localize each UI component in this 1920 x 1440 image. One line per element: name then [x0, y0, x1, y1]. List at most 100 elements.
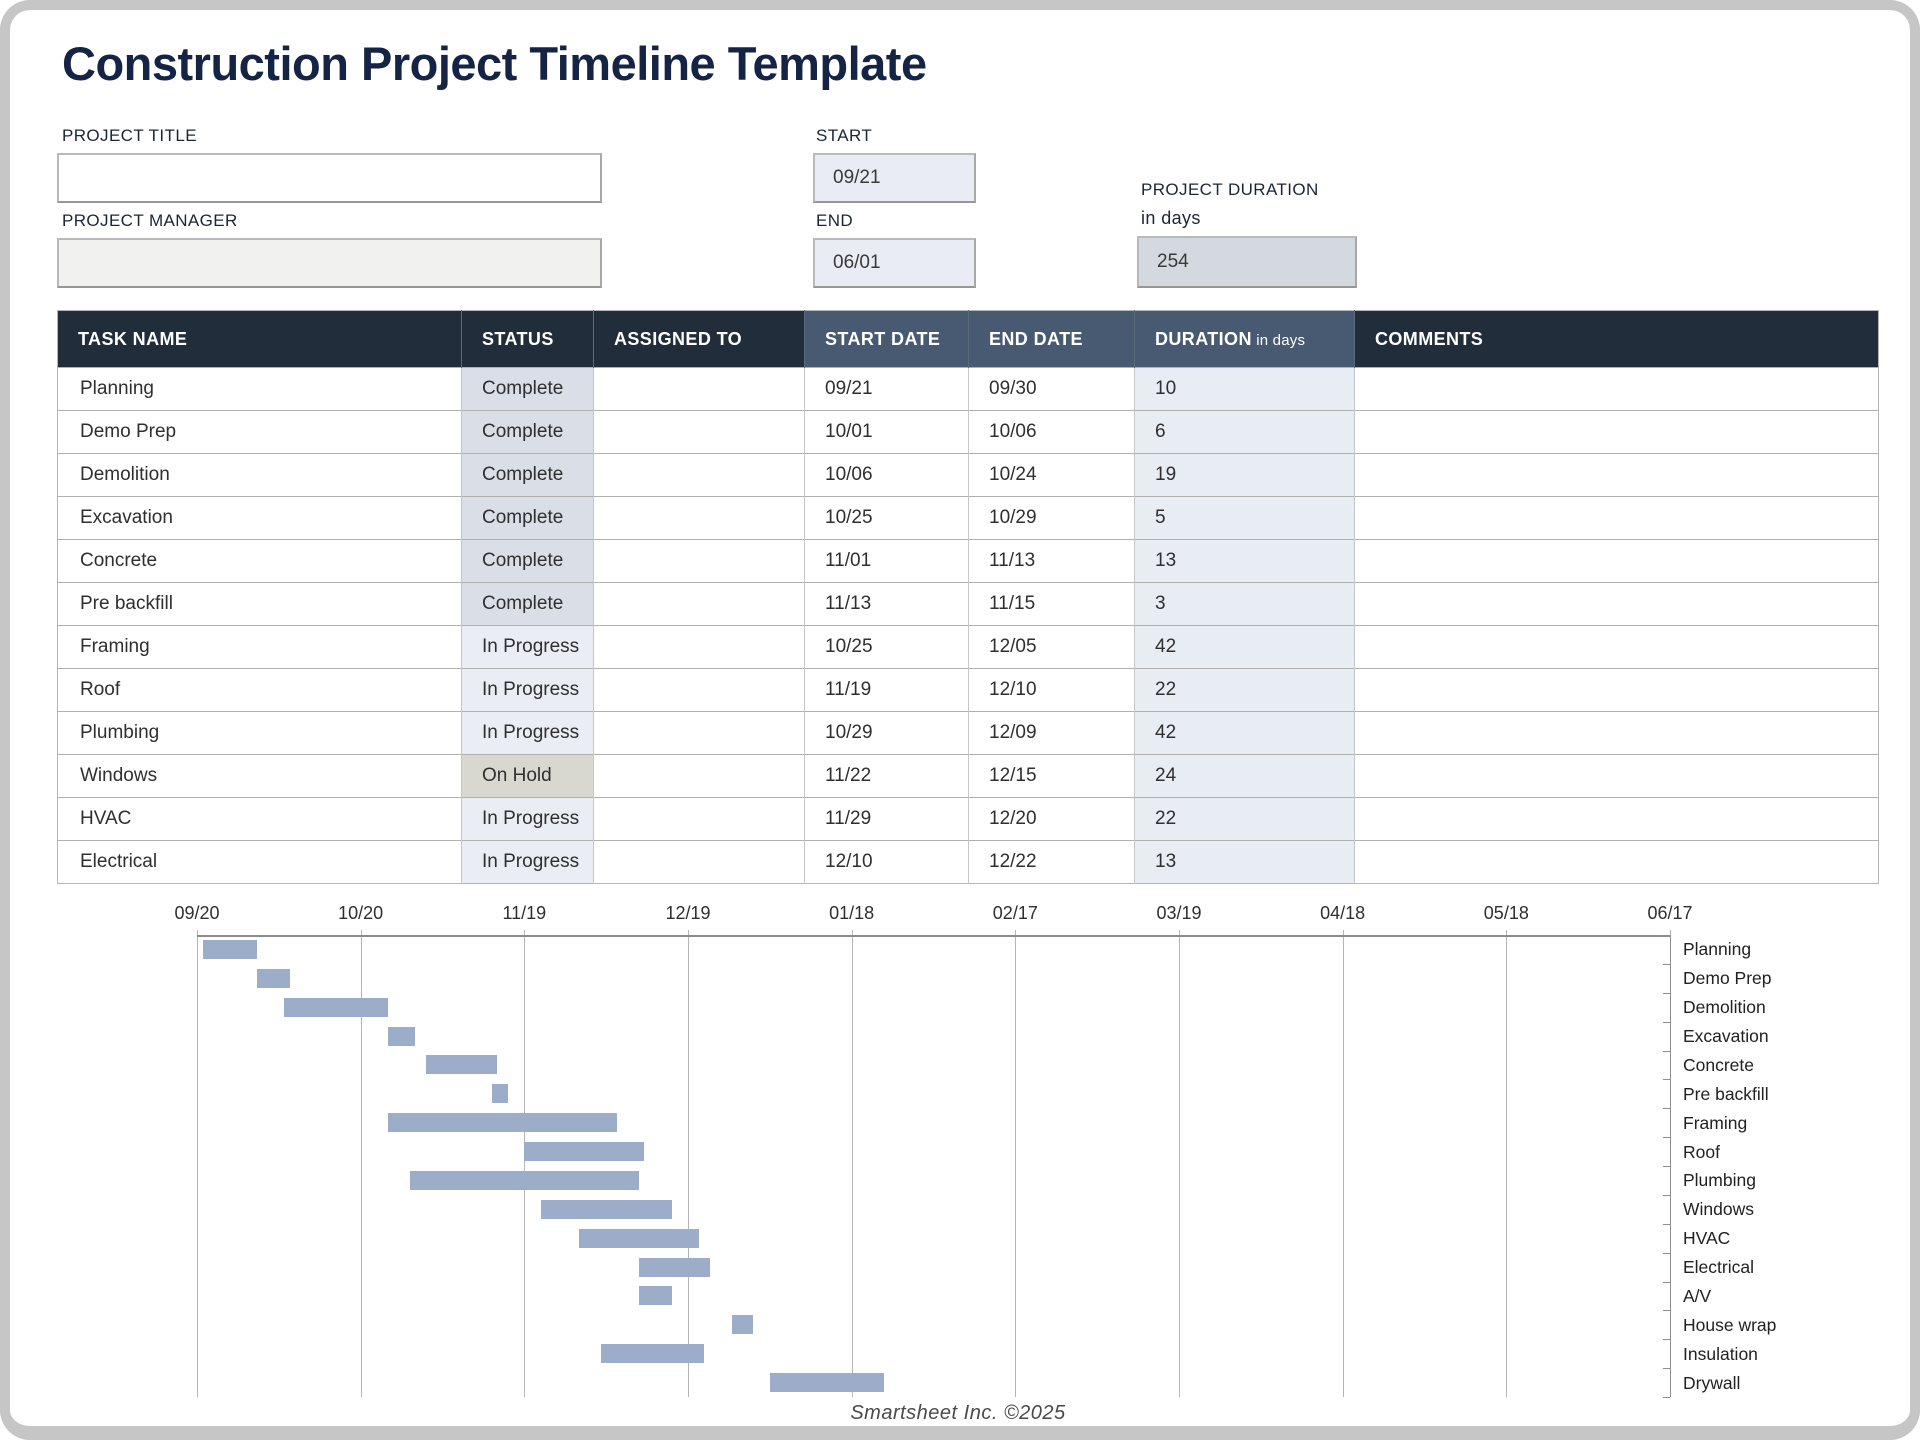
end-date-cell[interactable]: 12/09	[968, 711, 1135, 755]
assigned-to-cell[interactable]	[593, 668, 805, 712]
duration-cell[interactable]: 42	[1134, 711, 1355, 755]
end-date-cell[interactable]: 10/29	[968, 496, 1135, 540]
duration-cell[interactable]: 13	[1134, 840, 1355, 884]
task-name-cell[interactable]: Excavation	[57, 496, 462, 540]
comments-cell[interactable]	[1354, 668, 1879, 712]
comments-cell[interactable]	[1354, 582, 1879, 626]
status-cell[interactable]: Complete	[461, 367, 594, 411]
start-date-cell[interactable]: 11/29	[804, 797, 969, 841]
comments-cell[interactable]	[1354, 797, 1879, 841]
end-date-cell[interactable]: 10/06	[968, 410, 1135, 454]
status-cell[interactable]: On Hold	[461, 754, 594, 798]
end-date-cell[interactable]: 12/15	[968, 754, 1135, 798]
comments-cell[interactable]	[1354, 840, 1879, 884]
end-date-cell[interactable]: 12/10	[968, 668, 1135, 712]
column-header-task-name: TASK NAME	[57, 310, 462, 368]
assigned-to-cell[interactable]	[593, 711, 805, 755]
gantt-category-label: Electrical	[1683, 1257, 1754, 1278]
task-name-cell[interactable]: Demo Prep	[57, 410, 462, 454]
gantt-category-tick	[1663, 1194, 1670, 1196]
gantt-gridline	[1342, 930, 1344, 1397]
duration-cell[interactable]: 22	[1134, 668, 1355, 712]
status-cell[interactable]: Complete	[461, 453, 594, 497]
start-date-cell[interactable]: 11/19	[804, 668, 969, 712]
start-date-cell[interactable]: 11/13	[804, 582, 969, 626]
start-date-cell[interactable]: 10/29	[804, 711, 969, 755]
duration-cell[interactable]: 42	[1134, 625, 1355, 669]
duration-cell[interactable]: 13	[1134, 539, 1355, 583]
start-date-cell[interactable]: 12/10	[804, 840, 969, 884]
comments-cell[interactable]	[1354, 496, 1879, 540]
gantt-category-label: HVAC	[1683, 1228, 1731, 1249]
status-cell[interactable]: In Progress	[461, 711, 594, 755]
comments-cell[interactable]	[1354, 453, 1879, 497]
start-date-cell[interactable]: 10/25	[804, 625, 969, 669]
assigned-to-cell[interactable]	[593, 754, 805, 798]
gantt-bar	[638, 1286, 672, 1306]
start-date-cell[interactable]: 11/01	[804, 539, 969, 583]
task-name-cell[interactable]: Demolition	[57, 453, 462, 497]
comments-cell[interactable]	[1354, 539, 1879, 583]
end-date-cell[interactable]: 11/15	[968, 582, 1135, 626]
status-cell[interactable]: Complete	[461, 539, 594, 583]
end-date-cell[interactable]: 12/05	[968, 625, 1135, 669]
assigned-to-cell[interactable]	[593, 797, 805, 841]
assigned-to-cell[interactable]	[593, 539, 805, 583]
start-date-cell[interactable]: 10/06	[804, 453, 969, 497]
start-date-cell[interactable]: 09/21	[804, 367, 969, 411]
duration-cell[interactable]: 22	[1134, 797, 1355, 841]
task-name-cell[interactable]: HVAC	[57, 797, 462, 841]
end-date-cell[interactable]: 09/30	[968, 367, 1135, 411]
end-date-cell[interactable]: 10/24	[968, 453, 1135, 497]
status-cell[interactable]: Complete	[461, 410, 594, 454]
status-cell[interactable]: In Progress	[461, 668, 594, 712]
task-name-cell[interactable]: Windows	[57, 754, 462, 798]
comments-cell[interactable]	[1354, 410, 1879, 454]
task-name-cell[interactable]: Concrete	[57, 539, 462, 583]
task-name-cell[interactable]: Roof	[57, 668, 462, 712]
comments-cell[interactable]	[1354, 625, 1879, 669]
task-name-cell[interactable]: Pre backfill	[57, 582, 462, 626]
comments-cell[interactable]	[1354, 367, 1879, 411]
end-date-cell[interactable]: 11/13	[968, 539, 1135, 583]
comments-cell[interactable]	[1354, 754, 1879, 798]
status-cell[interactable]: In Progress	[461, 797, 594, 841]
gantt-category-tick	[1663, 1021, 1670, 1023]
duration-cell[interactable]: 5	[1134, 496, 1355, 540]
end-date-cell[interactable]: 12/20	[968, 797, 1135, 841]
duration-cell[interactable]: 6	[1134, 410, 1355, 454]
duration-cell[interactable]: 19	[1134, 453, 1355, 497]
project-manager-field[interactable]	[57, 238, 602, 288]
comments-cell[interactable]	[1354, 711, 1879, 755]
task-table-header-row: TASK NAME STATUS ASSIGNED TO START DATE END …	[57, 310, 1879, 368]
project-title-field[interactable]	[57, 153, 602, 203]
assigned-to-cell[interactable]	[593, 453, 805, 497]
project-duration-field[interactable]: 254	[1137, 236, 1357, 288]
duration-cell[interactable]: 10	[1134, 367, 1355, 411]
status-cell[interactable]: Complete	[461, 582, 594, 626]
start-date-cell[interactable]: 10/25	[804, 496, 969, 540]
end-date-field[interactable]: 06/01	[813, 238, 976, 288]
task-name-cell[interactable]: Framing	[57, 625, 462, 669]
gantt-bar	[284, 997, 388, 1017]
duration-cell[interactable]: 24	[1134, 754, 1355, 798]
duration-cell[interactable]: 3	[1134, 582, 1355, 626]
assigned-to-cell[interactable]	[593, 410, 805, 454]
start-date-field[interactable]: 09/21	[813, 153, 976, 203]
assigned-to-cell[interactable]	[593, 582, 805, 626]
end-date-cell[interactable]: 12/22	[968, 840, 1135, 884]
assigned-to-cell[interactable]	[593, 625, 805, 669]
column-header-duration-suffix: in days	[1251, 331, 1306, 349]
task-name-cell[interactable]: Planning	[57, 367, 462, 411]
status-cell[interactable]: In Progress	[461, 625, 594, 669]
start-date-cell[interactable]: 11/22	[804, 754, 969, 798]
assigned-to-cell[interactable]	[593, 367, 805, 411]
assigned-to-cell[interactable]	[593, 840, 805, 884]
assigned-to-cell[interactable]	[593, 496, 805, 540]
start-date-cell[interactable]: 10/01	[804, 410, 969, 454]
status-cell[interactable]: Complete	[461, 496, 594, 540]
status-cell[interactable]: In Progress	[461, 840, 594, 884]
task-name-cell[interactable]: Plumbing	[57, 711, 462, 755]
gantt-bar	[578, 1228, 699, 1248]
task-name-cell[interactable]: Electrical	[57, 840, 462, 884]
